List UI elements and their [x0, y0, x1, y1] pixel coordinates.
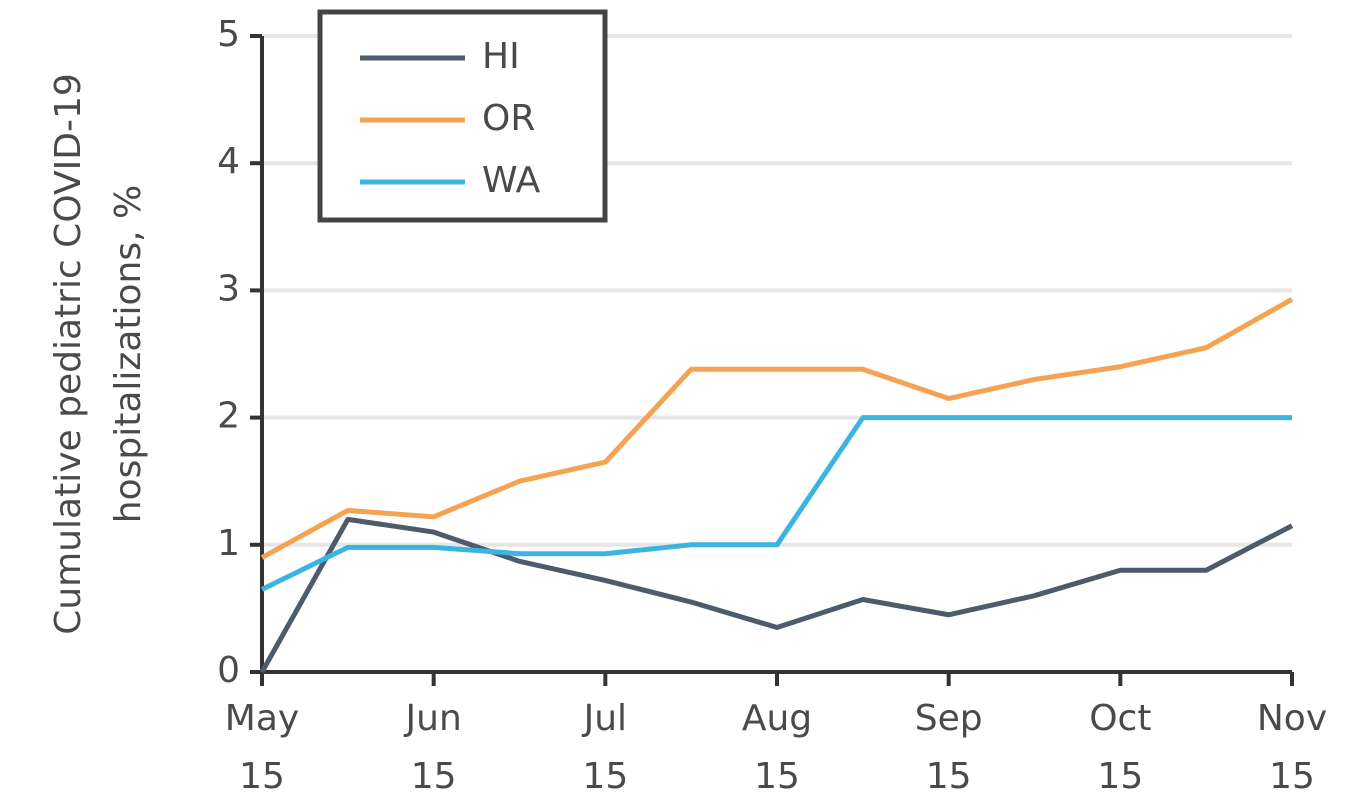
legend-label: HI [482, 36, 520, 77]
y-tick-label: 2 [217, 396, 240, 437]
x-tick-label: Nov 15 [1257, 698, 1327, 793]
line-series [259, 516, 1294, 674]
y-tick-label: 5 [217, 14, 240, 55]
y-tick-label: 4 [217, 141, 240, 182]
x-tick-label: Jul 15 [582, 698, 629, 793]
line-series [260, 297, 1294, 560]
x-tick-label: May 15 [225, 698, 299, 793]
legend-box [317, 9, 608, 223]
x-tick-label: Oct 15 [1089, 698, 1151, 793]
legend-label: OR [482, 98, 535, 139]
y-tick-label: 0 [217, 650, 240, 691]
y-axis-label: hospitalizations, % [108, 185, 149, 523]
y-tick-label: 3 [217, 268, 240, 309]
legend-label: WA [482, 160, 541, 201]
x-tick-label: Sep 15 [915, 698, 983, 793]
y-axis-label: Cumulative pediatric COVID-19 [48, 73, 89, 635]
x-tick-label: Jun 15 [404, 698, 462, 793]
x-tick-label: Aug 15 [742, 698, 812, 793]
y-tick-label: 1 [217, 523, 240, 564]
line-series [260, 415, 1292, 592]
